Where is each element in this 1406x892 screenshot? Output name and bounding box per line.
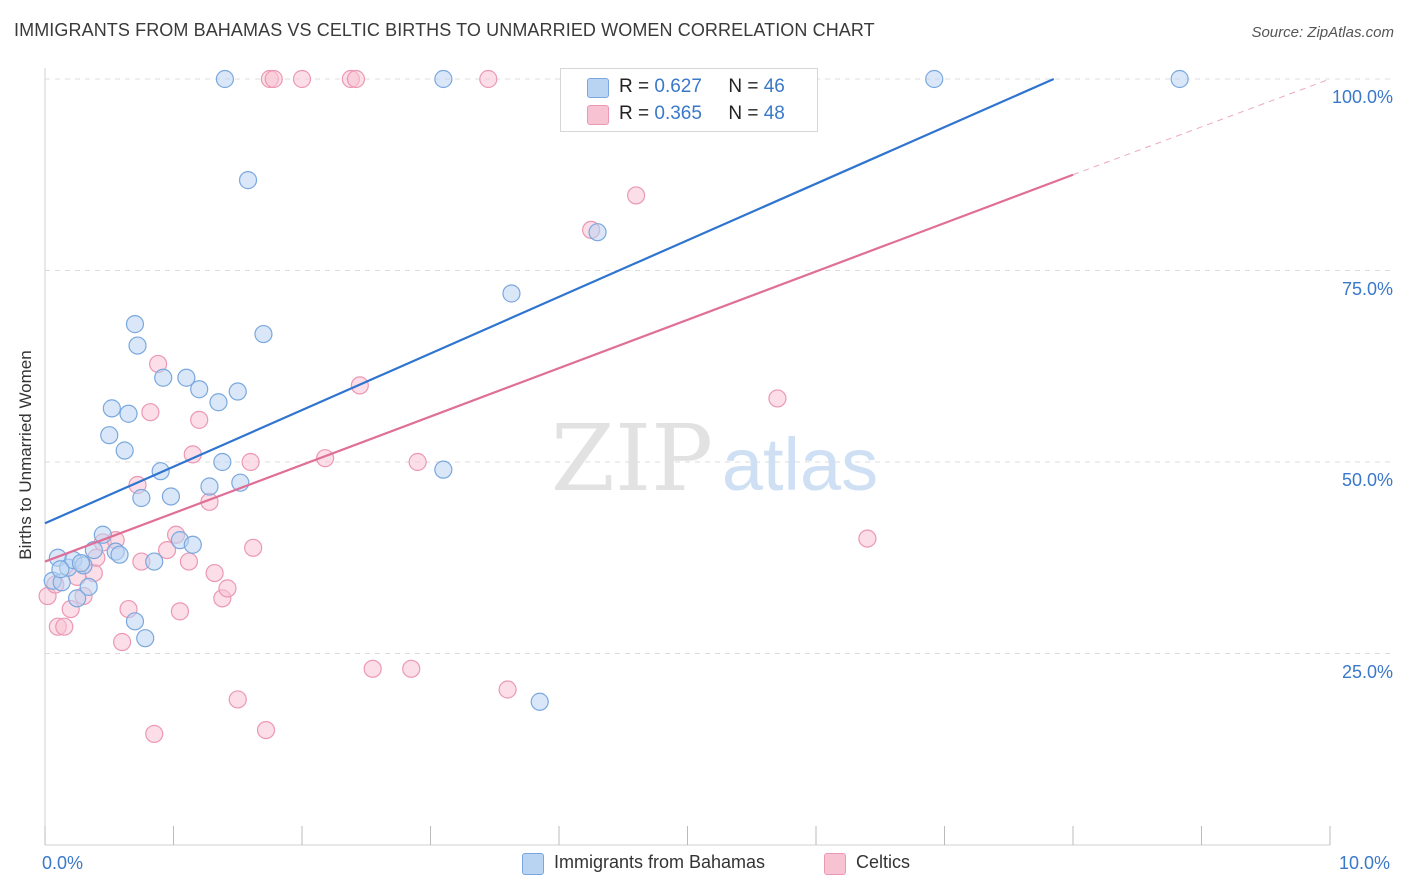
celtics-point (479, 69, 498, 89)
celtics-point (241, 452, 260, 472)
legend-n-value: 48 (763, 103, 785, 124)
legend-r-value: 0.365 (654, 103, 702, 124)
trend-lines (44, 77, 1331, 563)
watermark-atlas: atlas (722, 423, 878, 506)
legend-swatch-pink (587, 105, 609, 125)
celtics-point (292, 69, 312, 89)
celtics-point (179, 552, 199, 571)
bahamas-point (177, 368, 196, 387)
y-tick-label: 50.0% (1341, 470, 1393, 490)
legend-r-label: R = (619, 103, 650, 124)
bahamas-point (100, 426, 119, 445)
y-tick-label: 100.0% (1331, 87, 1393, 107)
celtics-point (228, 690, 247, 709)
bahamas-point (132, 488, 151, 508)
celtics-trend-line (44, 173, 1074, 563)
legend-r-value: 0.627 (654, 76, 702, 97)
bahamas-point (502, 284, 521, 303)
bahamas-point (125, 612, 145, 631)
correlation-legend: R = 0.627 N = 46 R = 0.365 N = 48 (560, 68, 818, 132)
celtics-point (170, 602, 190, 621)
legend-r-label: R = (619, 76, 650, 97)
bahamas-point (79, 577, 98, 596)
celtics-trend-extension (1072, 78, 1331, 176)
bahamas-point (119, 404, 138, 423)
celtics-point (402, 659, 421, 678)
legend-swatch-blue (587, 78, 609, 98)
celtics-point (768, 389, 787, 408)
y-tick-label: 25.0% (1341, 661, 1393, 682)
celtics-point (244, 538, 263, 557)
source-label: Source: ZipAtlas.com (1251, 24, 1394, 41)
x-tick-label-min: 0.0% (42, 853, 84, 873)
bahamas-point (215, 69, 234, 89)
celtics-point (363, 659, 382, 678)
celtics-point (190, 410, 209, 429)
bahamas-point (115, 441, 134, 460)
bahamas-point (125, 315, 145, 334)
bahamas-point (161, 487, 181, 506)
celtics-point (256, 720, 276, 740)
celtics-point (112, 632, 132, 652)
bahamas-point (530, 692, 549, 711)
bahamas-point (434, 69, 453, 89)
bahamas-point (200, 477, 219, 496)
celtics-point (218, 579, 237, 598)
bahamas-point (183, 535, 202, 554)
grid-lines (45, 78, 1394, 654)
bahamas-point (588, 223, 607, 242)
x-tick-label-max: 10.0% (1339, 853, 1391, 873)
y-tick-label: 75.0% (1341, 278, 1393, 299)
celtics-point (145, 724, 164, 744)
bahamas-point (136, 629, 155, 648)
watermark-zip: ZIP (551, 405, 713, 512)
celtics-point (264, 69, 283, 89)
chart-title: IMMIGRANTS FROM BAHAMAS VS CELTIC BIRTHS… (14, 20, 875, 40)
bahamas-point (254, 324, 273, 344)
bahamas-point (190, 380, 209, 399)
bahamas-point (71, 554, 91, 573)
celtics-point (858, 529, 877, 548)
bahamas-point (434, 460, 453, 479)
legend-n-label: N = (728, 76, 759, 97)
bahamas-point (51, 560, 70, 579)
bahamas-point (145, 552, 164, 571)
bahamas-point (110, 545, 129, 564)
axes (44, 68, 1331, 846)
celtics-point (205, 563, 224, 583)
bahamas-point (209, 393, 228, 412)
bahamas-point (68, 589, 87, 608)
legend-n-label: N = (728, 103, 759, 124)
celtics-point (346, 69, 366, 89)
bahamas-point (128, 336, 147, 355)
celtics-point (157, 540, 177, 560)
celtics-point (498, 680, 517, 699)
bottom-legend-label: Celtics (856, 852, 911, 872)
celtics-point (408, 452, 427, 472)
bahamas-point (238, 171, 258, 190)
bahamas-point (154, 368, 173, 387)
bahamas-point (925, 69, 944, 89)
legend-n-value: 46 (763, 76, 785, 97)
bottom-legend-swatch-blue (522, 853, 544, 875)
bahamas-point (102, 399, 121, 418)
bahamas-trend-line (44, 77, 1055, 525)
celtics-point (626, 186, 646, 205)
bahamas-points (43, 69, 1189, 711)
celtics-point (55, 617, 74, 636)
bottom-legend-swatch-pink (824, 853, 846, 875)
watermark: ZIP atlas (551, 405, 878, 512)
bahamas-point (213, 452, 232, 472)
bottom-legend-label: Immigrants from Bahamas (554, 852, 766, 872)
bahamas-point (228, 382, 247, 401)
bahamas-point (1170, 69, 1189, 89)
celtics-point (141, 403, 160, 422)
